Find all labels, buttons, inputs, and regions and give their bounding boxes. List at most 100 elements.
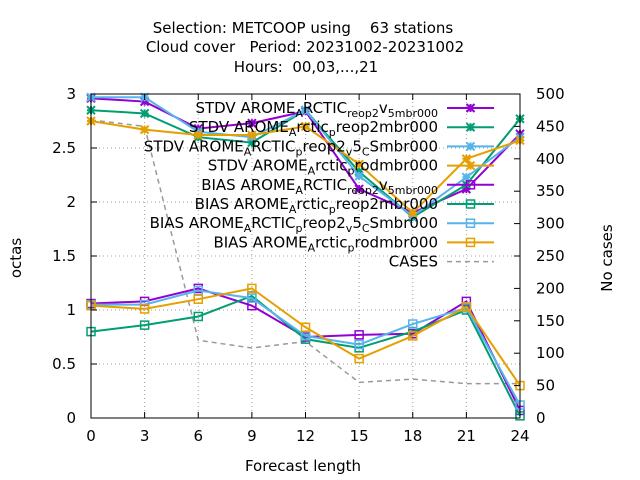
legend-label-part: STDV AROME — [189, 118, 289, 136]
title-line-2: Cloud cover Period: 20231002-20231002 — [146, 38, 464, 56]
legend-marker — [465, 141, 476, 152]
legend-label-part: v — [346, 222, 353, 235]
x-tick-label: 15 — [350, 427, 369, 445]
x-tick-label: 6 — [193, 427, 203, 445]
legend-label-part: A — [244, 222, 252, 235]
legend-label-5: BIAS AROMEARCTICreop2v5mbr000 — [201, 176, 438, 197]
x-axis-label: Forecast length — [245, 457, 361, 475]
x-tick-label: 18 — [403, 427, 422, 445]
legend-label-part: rctic — [315, 157, 347, 175]
legend-label-part: STDV AROME — [195, 99, 295, 117]
legend-label-part: p — [329, 126, 336, 139]
legend-label-part: reop2 — [302, 137, 345, 155]
legend-label-part: p — [296, 222, 303, 235]
legend-label-part: p — [329, 203, 336, 216]
legend-marker — [465, 199, 476, 209]
legend-label-part: RCTIC — [303, 99, 347, 117]
legend-marker — [465, 237, 476, 248]
legend-label-part: BIAS AROME — [201, 176, 295, 194]
legend-label-part: rctic — [315, 233, 347, 251]
legend-label-part: 5 — [352, 137, 362, 155]
data-point — [461, 172, 472, 182]
data-point — [247, 130, 257, 140]
legend-label-part: STDV AROME — [144, 137, 244, 155]
legend-label-part: RCTIC — [251, 214, 295, 232]
legend-label-part: A — [244, 145, 252, 158]
legend-label-part: rodmbr000 — [355, 157, 438, 175]
y-tick-label: 3 — [66, 85, 76, 103]
legend-label-part: 5mbr000 — [388, 107, 438, 120]
series-line-5 — [90, 287, 521, 411]
legend-label-part: 5 — [352, 214, 362, 232]
legend-label-part: CASES — [389, 253, 438, 271]
legend-label-part: v — [346, 145, 353, 158]
data-point — [354, 330, 364, 340]
legend-label-4: STDV AROMEArcticprodmbr000 — [208, 157, 438, 178]
title-line-1: Selection: METCOOP using 63 stations — [153, 19, 454, 37]
legend-label-part: reop2mbr000 — [336, 195, 438, 213]
legend-label-9: CASES — [389, 253, 438, 271]
legend-marker — [465, 160, 476, 171]
legend-label-part: A — [295, 107, 303, 120]
series-line-6 — [90, 294, 521, 417]
y2-tick-label: 350 — [536, 182, 565, 200]
data-point — [139, 320, 150, 330]
y2-tick-label: 250 — [536, 247, 565, 265]
x-tick-label: 12 — [296, 427, 315, 445]
legend-label-part: p — [348, 165, 355, 178]
y-axis-label: octas — [7, 238, 25, 278]
legend-label-part: A — [308, 241, 316, 254]
legend-label-part: BIAS AROME — [195, 195, 289, 213]
axis-ticks: 0 3 6 9 12 15 18 21 24 0 0.5 1 1.5 2 2.5 3 0 50 100 150 200 2… — [52, 85, 565, 445]
data-point — [408, 331, 418, 341]
legend-label-part: rodmbr000 — [355, 233, 438, 251]
y2-tick-label: 200 — [536, 279, 565, 297]
data-point — [300, 121, 311, 132]
legend-label-part: reop2 — [347, 107, 379, 120]
series-line-7 — [91, 289, 521, 406]
legend-marker — [465, 218, 476, 228]
legend-label-part: A — [308, 165, 316, 178]
data-point — [139, 124, 150, 135]
data-point — [193, 294, 203, 304]
legend-label-part: p — [348, 241, 355, 254]
y-tick-label: 1.5 — [52, 247, 76, 265]
legend-label-part: A — [295, 184, 303, 197]
legend-label-part: RCTIC — [303, 176, 347, 194]
data-point — [408, 319, 418, 329]
y-tick-label: 0.5 — [52, 355, 76, 373]
legend-label-part: 5mbr000 — [388, 184, 438, 197]
legend-label-part: A — [289, 126, 297, 139]
data-point — [461, 302, 472, 312]
legend-label-part: C — [362, 145, 370, 158]
data-point — [354, 184, 364, 194]
y2-tick-label: 50 — [536, 377, 555, 395]
y2-tick-label: 100 — [536, 344, 565, 362]
y-tick-label: 2 — [66, 193, 76, 211]
data-point — [193, 130, 203, 140]
legend-label-part: reop2mbr000 — [336, 118, 438, 136]
y2-tick-label: 300 — [536, 215, 565, 233]
data-point — [247, 118, 257, 128]
legend-label-part: BIAS AROME — [213, 233, 307, 251]
title-line-3: Hours: 00,03,...,21 — [234, 58, 378, 76]
legend-label-part: A — [289, 203, 297, 216]
data-point — [354, 339, 364, 350]
data-point — [247, 283, 257, 294]
series-line-8 — [90, 287, 521, 387]
legend-label-part: reop2 — [347, 184, 379, 197]
y-tick-label: 0 — [66, 409, 76, 427]
legend-label-part: Smbr000 — [370, 214, 438, 232]
legend-label-part: v — [379, 176, 388, 194]
legend-label-part: p — [296, 145, 303, 158]
legend-label-1: STDV AROMEARCTICreop2v5mbr000 — [195, 99, 438, 120]
data-point — [193, 311, 203, 322]
x-tick-label: 3 — [140, 427, 150, 445]
legend-label-3: STDV AROMEARCTICpreop2v5CSmbr000 — [144, 137, 438, 158]
data-point — [139, 108, 150, 119]
legend-label-part: BIAS AROME — [150, 214, 244, 232]
legend-label-part: Smbr000 — [370, 137, 438, 155]
y2-tick-label: 500 — [536, 85, 565, 103]
